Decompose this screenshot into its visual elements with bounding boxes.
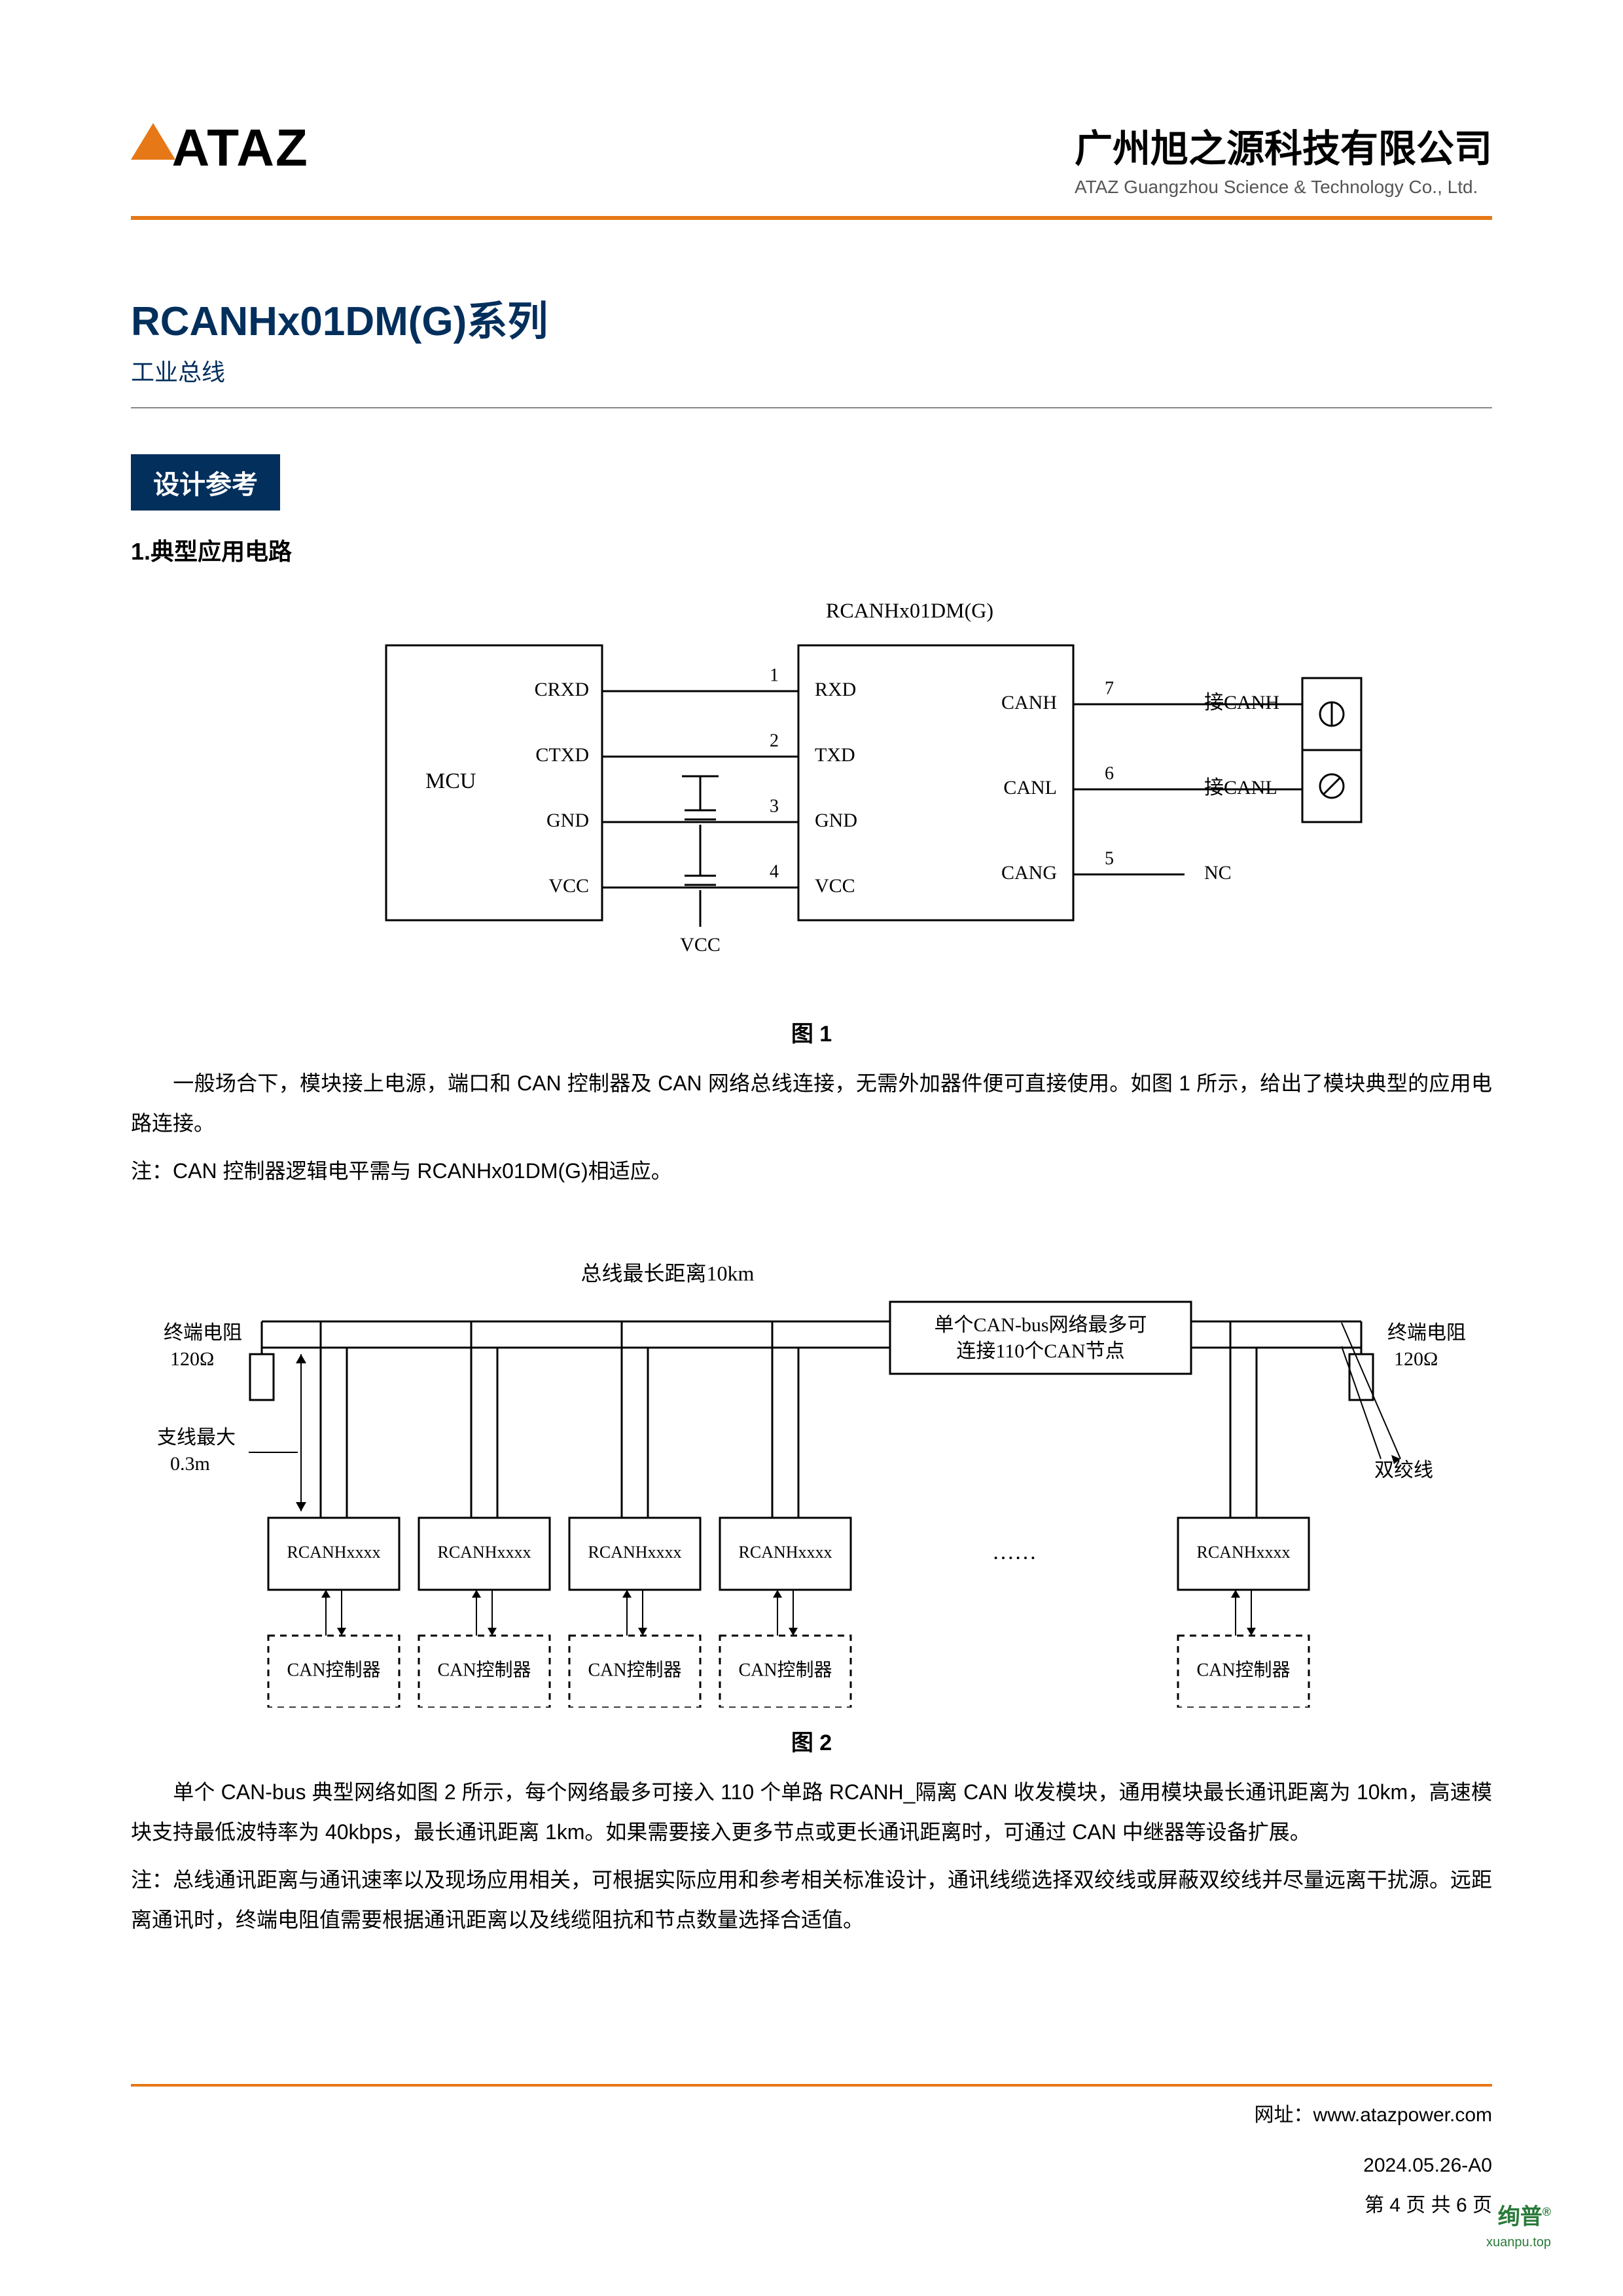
page-footer: 网址：www.atazpower.com 2024.05.26-A0 第 4 页… [0,2084,1623,2217]
svg-text:1: 1 [770,665,779,685]
svg-text:TXD: TXD [815,744,855,766]
company-name-en: ATAZ Guangzhou Science & Technology Co.,… [1075,177,1492,198]
svg-text:120Ω: 120Ω [170,1348,214,1370]
figure-2-caption: 图 2 [131,1725,1492,1757]
footer-rule [131,2084,1492,2087]
svg-text:总线最长距离10km: 总线最长距离10km [581,1262,755,1285]
svg-text:2: 2 [770,730,779,751]
company-block: 广州旭之源科技有限公司 ATAZ Guangzhou Science & Tec… [1075,118,1492,198]
figure-1-caption: 图 1 [131,1016,1492,1048]
svg-text:CAN控制器: CAN控制器 [437,1660,531,1681]
svg-text:CAN控制器: CAN控制器 [287,1660,380,1681]
footer-page: 第 4 页 共 6 页 [131,2189,1492,2217]
svg-text:RCANHxxxx: RCANHxxxx [437,1543,531,1562]
svg-text:4: 4 [770,861,779,882]
note-1: 注：CAN 控制器逻辑电平需与 RCANHx01DM(G)相适应。 [131,1151,1492,1191]
logo-triangle-icon [131,123,175,160]
figure-2: 总线最长距离10km 终端电阻 120Ω 终端电阻 120Ω 单个CAN-bus网络最多可… [131,1236,1492,1708]
section-heading: 1.典型应用电路 [131,533,1492,567]
svg-text:CTXD: CTXD [535,744,589,766]
svg-text:NC: NC [1204,862,1232,884]
paragraph-2-text: 单个 CAN-bus 典型网络如图 2 所示，每个网络最多可接入 110 个单路… [131,1780,1492,1844]
svg-text:双绞线: 双绞线 [1374,1460,1433,1481]
svg-text:接CANL: 接CANL [1204,777,1277,798]
svg-text:接CANH: 接CANH [1204,692,1279,713]
svg-text:MCU: MCU [425,769,476,793]
svg-text:……: …… [992,1540,1037,1564]
paragraph-1-text: 一般场合下，模块接上电源，端口和 CAN 控制器及 CAN 网络总线连接，无需外… [131,1071,1492,1135]
paragraph-2: 单个 CAN-bus 典型网络如图 2 所示，每个网络最多可接入 110 个单路… [131,1772,1492,1852]
logo: ATAZ [131,118,309,178]
svg-text:RXD: RXD [815,679,856,700]
svg-text:终端电阻: 终端电阻 [1387,1322,1466,1344]
svg-text:6: 6 [1105,763,1114,783]
svg-text:GND: GND [815,810,857,831]
svg-text:GND: GND [546,810,589,831]
svg-text:CANG: CANG [1001,862,1057,884]
svg-text:终端电阻: 终端电阻 [164,1322,242,1344]
svg-text:120Ω: 120Ω [1394,1348,1438,1370]
watermark: 绚普® [1498,2198,1551,2231]
figure-1: RCANHx01DM(G) MCU CRXD CTXD GND VCC 1 RXD 2 TXD 3 G… [131,593,1492,999]
watermark-sub: xuanpu.top [1486,2235,1551,2250]
note-2: 注：总线通讯距离与通讯速率以及现场应用相关，可根据实际应用和参考相关标准设计，通… [131,1860,1492,1940]
svg-text:CAN控制器: CAN控制器 [588,1660,681,1681]
svg-text:RCANHxxxx: RCANHxxxx [738,1543,832,1562]
svg-text:CAN控制器: CAN控制器 [738,1660,832,1681]
company-name-cn: 广州旭之源科技有限公司 [1075,118,1492,173]
svg-text:连接110个CAN节点: 连接110个CAN节点 [956,1340,1124,1362]
footer-site: 网址：www.atazpower.com [131,2098,1492,2127]
series-title: RCANHx01DM(G)系列 [131,288,1492,347]
title-rule [131,407,1492,408]
svg-text:RCANHx01DM(G): RCANHx01DM(G) [826,598,993,622]
svg-text:0.3m: 0.3m [170,1453,210,1475]
svg-text:RCANHxxxx: RCANHxxxx [287,1543,380,1562]
svg-text:3: 3 [770,796,779,816]
svg-text:RCANHxxxx: RCANHxxxx [588,1543,681,1562]
watermark-reg: ® [1543,2206,1551,2219]
svg-text:CRXD: CRXD [535,679,589,700]
series-subtitle: 工业总线 [131,353,1492,387]
footer-site-label: 网址： [1255,2104,1313,2126]
svg-text:VCC: VCC [815,875,855,897]
footer-date: 2024.05.26-A0 [131,2155,1492,2177]
page-header: ATAZ 广州旭之源科技有限公司 ATAZ Guangzhou Science … [131,118,1492,249]
section-badge: 设计参考 [131,454,280,511]
logo-text: ATAZ [171,118,308,177]
svg-text:5: 5 [1105,848,1114,869]
watermark-text: 绚普 [1498,2204,1543,2229]
svg-text:VCC: VCC [548,875,589,897]
svg-text:支线最大: 支线最大 [157,1427,236,1448]
svg-text:CAN控制器: CAN控制器 [1196,1660,1290,1681]
paragraph-1: 一般场合下，模块接上电源，端口和 CAN 控制器及 CAN 网络总线连接，无需外… [131,1064,1492,1143]
svg-text:CANH: CANH [1001,692,1057,713]
svg-text:RCANHxxxx: RCANHxxxx [1196,1543,1290,1562]
footer-site-url: www.atazpower.com [1313,2104,1492,2126]
svg-text:CANL: CANL [1003,777,1057,798]
header-rule [131,216,1492,220]
svg-text:VCC: VCC [680,934,721,956]
svg-text:7: 7 [1105,678,1114,698]
svg-text:单个CAN-bus网络最多可: 单个CAN-bus网络最多可 [934,1314,1147,1336]
